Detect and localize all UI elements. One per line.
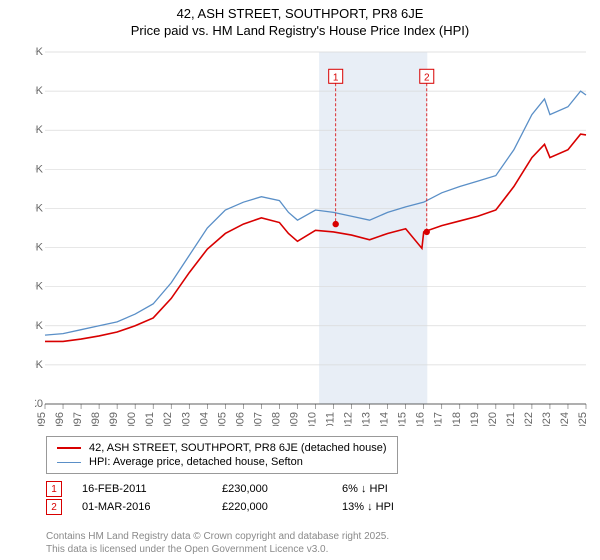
svg-text:2009: 2009 xyxy=(288,412,300,426)
svg-text:1999: 1999 xyxy=(108,412,120,426)
svg-text:2: 2 xyxy=(424,72,430,83)
svg-text:2019: 2019 xyxy=(469,412,481,426)
svg-text:1995: 1995 xyxy=(36,412,48,426)
svg-text:£50K: £50K xyxy=(35,359,44,371)
svg-text:2023: 2023 xyxy=(541,412,553,426)
svg-text:2025: 2025 xyxy=(577,412,589,426)
svg-text:2004: 2004 xyxy=(198,412,210,426)
svg-text:2013: 2013 xyxy=(361,412,373,426)
svg-text:2007: 2007 xyxy=(252,412,264,426)
svg-text:£250K: £250K xyxy=(35,202,44,214)
svg-text:2015: 2015 xyxy=(397,412,409,426)
title-line2: Price paid vs. HM Land Registry's House … xyxy=(131,23,469,38)
svg-text:£450K: £450K xyxy=(35,46,44,58)
svg-text:2011: 2011 xyxy=(325,412,337,426)
svg-text:£350K: £350K xyxy=(35,124,44,136)
svg-text:£200K: £200K xyxy=(35,242,44,254)
svg-text:£0: £0 xyxy=(35,398,43,410)
title-line1: 42, ASH STREET, SOUTHPORT, PR8 6JE xyxy=(177,6,424,21)
svg-text:2017: 2017 xyxy=(433,412,445,426)
footer-attrib: Contains HM Land Registry data © Crown c… xyxy=(46,531,389,556)
svg-text:2001: 2001 xyxy=(144,412,156,426)
svg-text:2016: 2016 xyxy=(415,412,427,426)
svg-text:2002: 2002 xyxy=(162,412,174,426)
svg-text:2006: 2006 xyxy=(234,412,246,426)
svg-text:1997: 1997 xyxy=(72,412,84,426)
svg-text:£150K: £150K xyxy=(35,281,44,293)
svg-text:£400K: £400K xyxy=(35,85,44,97)
svg-text:£300K: £300K xyxy=(35,163,44,175)
sale-table: 116-FEB-2011£230,0006% ↓ HPI201-MAR-2016… xyxy=(46,480,394,516)
line-chart: £0 £50K £100K £150K £200K £250K £300K £350K £400… xyxy=(35,46,590,426)
legend: 42, ASH STREET, SOUTHPORT, PR8 6JE (deta… xyxy=(46,436,398,474)
svg-text:2022: 2022 xyxy=(523,412,535,426)
svg-text:2020: 2020 xyxy=(487,412,499,426)
svg-text:2018: 2018 xyxy=(451,412,463,426)
svg-text:2010: 2010 xyxy=(307,412,319,426)
svg-text:2014: 2014 xyxy=(379,412,391,426)
svg-text:2003: 2003 xyxy=(180,412,192,426)
svg-text:1998: 1998 xyxy=(90,412,102,426)
chart-title: 42, ASH STREET, SOUTHPORT, PR8 6JE Price… xyxy=(0,0,600,40)
svg-text:2024: 2024 xyxy=(559,412,571,426)
svg-text:1: 1 xyxy=(333,72,339,83)
svg-text:2008: 2008 xyxy=(270,412,282,426)
svg-text:£100K: £100K xyxy=(35,320,44,332)
svg-text:1996: 1996 xyxy=(54,412,66,426)
svg-text:2021: 2021 xyxy=(505,412,517,426)
svg-text:2005: 2005 xyxy=(216,412,228,426)
svg-text:2012: 2012 xyxy=(343,412,355,426)
svg-text:2000: 2000 xyxy=(126,412,138,426)
